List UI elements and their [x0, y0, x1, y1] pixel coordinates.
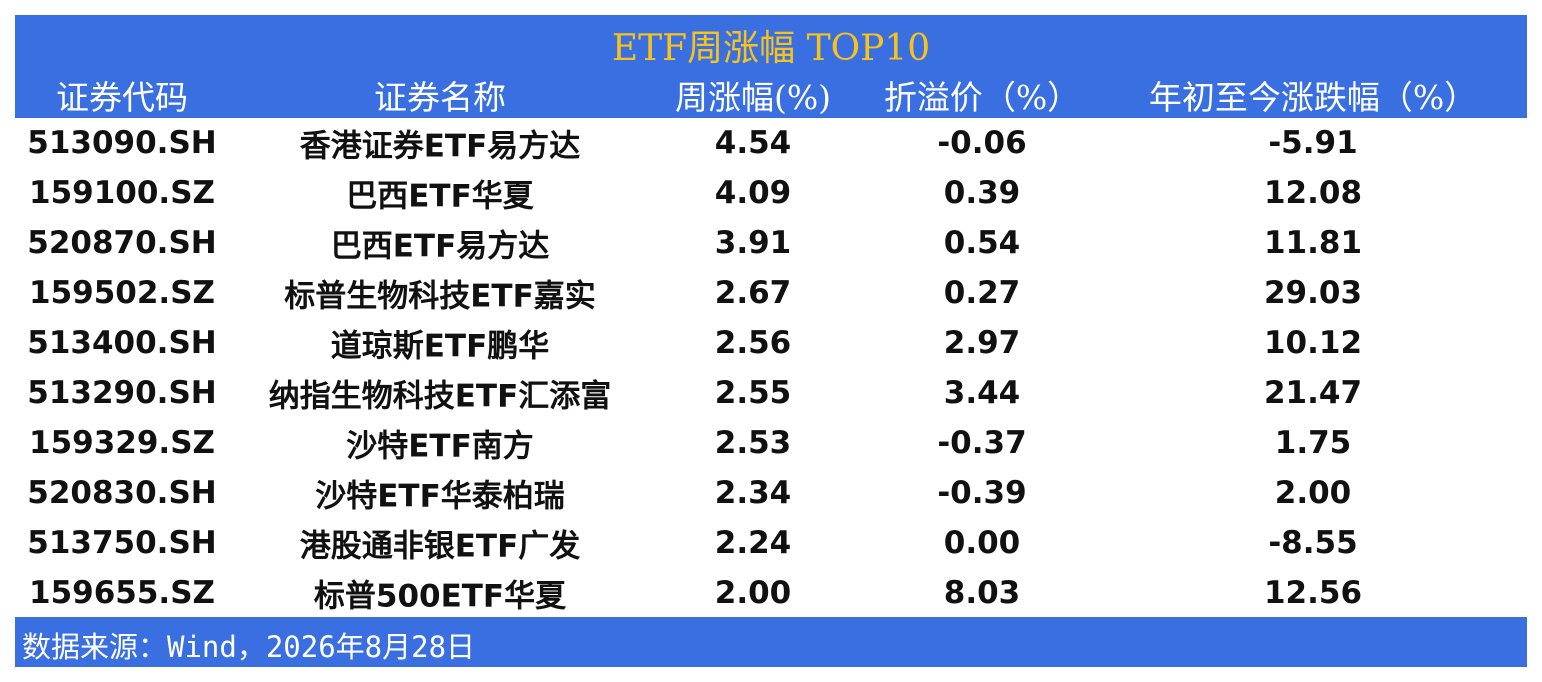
table-cell: 沙特ETF华泰柏瑞 [315, 478, 565, 515]
table-cell: 520830.SH [27, 475, 217, 511]
table-cell: 513290.SH [27, 375, 217, 411]
table-cell: 香港证券ETF易方达 [299, 128, 581, 165]
table-cell: 3.44 [943, 375, 1021, 411]
table-cell: -0.39 [937, 475, 1027, 511]
table-cell: 纳指生物科技ETF汇添富 [268, 378, 612, 415]
table-cell: -5.91 [1268, 125, 1358, 161]
header-band [15, 15, 1527, 118]
table-cell: 513750.SH [27, 525, 217, 561]
table-cell: 标普500ETF华夏 [313, 578, 567, 615]
table-cell: 159502.SZ [29, 275, 215, 311]
table-cell: -0.37 [937, 425, 1027, 461]
table-cell: 2.34 [714, 475, 792, 511]
source-note: 数据来源：Wind，2026年8月28日 [22, 630, 476, 664]
column-header: 周涨幅(%) [674, 78, 832, 117]
table-cell: -8.55 [1268, 525, 1358, 561]
table-cell: 2.24 [714, 525, 792, 561]
table-cell: 0.39 [943, 175, 1021, 211]
table-cell: 11.81 [1263, 225, 1363, 261]
table-cell: 2.97 [943, 325, 1021, 361]
table-cell: 港股通非银ETF广发 [299, 528, 581, 565]
table-cell: 513090.SH [27, 125, 217, 161]
table-cell: 4.09 [714, 175, 792, 211]
table-cell: 21.47 [1263, 375, 1363, 411]
table-cell: 0.54 [943, 225, 1021, 261]
table-cell: -0.06 [937, 125, 1027, 161]
column-header: 年初至今涨跌幅（%） [1148, 78, 1478, 117]
table-cell: 29.03 [1263, 275, 1363, 311]
table-cell: 2.67 [714, 275, 792, 311]
table-cell: 0.00 [943, 525, 1021, 561]
table-cell: 2.55 [714, 375, 792, 411]
table-cell: 2.00 [714, 575, 792, 611]
table-cell: 2.56 [714, 325, 792, 361]
column-header: 证券名称 [374, 78, 506, 117]
table-cell: 2.53 [714, 425, 792, 461]
table-cell: 0.27 [943, 275, 1021, 311]
table-cell: 巴西ETF易方达 [330, 228, 550, 265]
table-cell: 159655.SZ [29, 575, 215, 611]
table-cell: 159100.SZ [29, 175, 215, 211]
table-cell: 4.54 [714, 125, 792, 161]
table-cell: 159329.SZ [29, 425, 215, 461]
table-cell: 2.00 [1274, 475, 1352, 511]
table-cell: 道琼斯ETF鹏华 [330, 328, 550, 365]
table-cell: 1.75 [1274, 425, 1352, 461]
table-title: ETF周涨幅 TOP10 [611, 28, 931, 69]
table-cell: 10.12 [1263, 325, 1363, 361]
table-cell: 3.91 [714, 225, 792, 261]
footer-band [15, 617, 1527, 667]
table-cell: 巴西ETF华夏 [346, 178, 534, 215]
table-cell: 8.03 [943, 575, 1021, 611]
column-header: 证券代码 [56, 78, 188, 117]
table-cell: 沙特ETF南方 [346, 428, 534, 465]
table-cell: 520870.SH [27, 225, 217, 261]
table-cell: 标普生物科技ETF嘉实 [284, 278, 596, 315]
table-cell: 12.56 [1263, 575, 1363, 611]
table-cell: 513400.SH [27, 325, 217, 361]
table-cell: 12.08 [1263, 175, 1363, 211]
column-header: 折溢价（%） [883, 78, 1081, 117]
